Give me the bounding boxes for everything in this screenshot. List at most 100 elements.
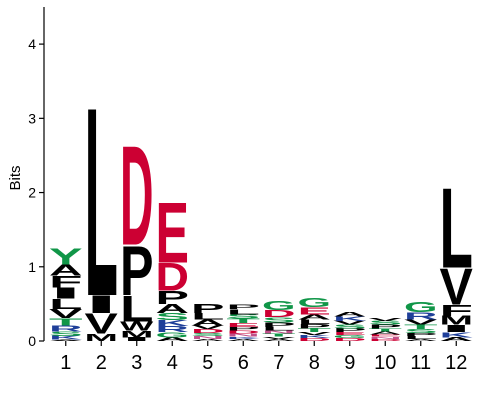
logo-letter-E: E [227, 322, 260, 328]
logo-letter-A: A [298, 313, 332, 321]
logo-letter-Y: Y [49, 245, 82, 270]
logo-letter-M: M [440, 314, 474, 328]
logo-letter-P: P [191, 302, 225, 316]
logo-letter-E: E [369, 334, 403, 337]
logo-letter-G: G [298, 295, 331, 309]
x-tick-label: 1 [60, 352, 71, 374]
logo-letter-V: V [85, 307, 118, 340]
logo-letter-A: A [191, 318, 224, 327]
logo-letter-M: M [85, 332, 119, 344]
x-tick-label: 9 [344, 352, 355, 374]
logo-letter-T: T [298, 328, 332, 334]
logo-letter-K: K [298, 334, 332, 339]
logo-letter-K: K [49, 335, 83, 341]
x-tick-label: 2 [96, 352, 107, 374]
logo-letter-E: E [156, 184, 189, 280]
logo-letter-G: G [404, 299, 438, 315]
logo-letter-D: D [191, 328, 225, 334]
x-tick-label: 8 [309, 352, 320, 374]
logo-letter-K: K [440, 331, 474, 339]
logo-letter-R: R [404, 311, 437, 322]
logo-letter-L: L [298, 319, 332, 326]
logo-letter-N: N [191, 335, 224, 340]
x-tick-label: 5 [202, 352, 213, 374]
logo-letter-P: P [404, 332, 437, 337]
logo-letter-K: K [156, 319, 189, 328]
logo-letter-N: N [227, 333, 260, 338]
logo-letter-F: F [440, 302, 474, 319]
y-axis-title: Bits [7, 165, 24, 190]
logo-letter-V: V [298, 331, 332, 336]
logo-letter-E: E [333, 331, 366, 336]
logo-letter-T: T [227, 318, 261, 325]
logo-letter-A: A [227, 338, 260, 342]
logo-letter-D: D [156, 256, 190, 300]
logo-letter-S: S [369, 320, 402, 326]
y-tick-label: 2 [28, 185, 36, 201]
logo-letter-V: V [440, 258, 473, 316]
logo-letter-K: K [333, 316, 367, 323]
logo-letter-L: L [404, 335, 437, 340]
x-tick-label: 11 [410, 352, 431, 374]
logo-letter-L: L [120, 288, 154, 329]
logo-letter-D: D [120, 117, 153, 276]
logo-letter-T: T [404, 324, 438, 331]
logo-letter-V: V [191, 324, 225, 330]
logo-letter-A: A [156, 336, 190, 342]
logo-letter-A: A [191, 338, 224, 342]
logo-letter-A: A [262, 338, 295, 342]
logo-letter-D: D [369, 338, 402, 342]
logo-letter-G: G [156, 331, 189, 339]
logo-letter-A: A [440, 336, 474, 342]
logo-letter-D: D [333, 337, 366, 342]
logo-letter-P: P [227, 304, 260, 311]
logo-letter-N: N [262, 330, 295, 335]
logo-letter-I: I [49, 285, 82, 302]
logo-letter-P: P [156, 288, 189, 309]
logo-letter-K: K [227, 336, 261, 340]
x-tick-label: 4 [167, 352, 178, 374]
logo-letter-E: E [298, 305, 332, 317]
logo-letter-I: I [120, 336, 153, 342]
logo-letter-D: D [262, 308, 295, 319]
logo-letter-T: T [262, 333, 296, 338]
logo-letter-I: I [440, 323, 473, 335]
logo-letter-R: R [49, 324, 82, 333]
logo-letter-T: T [369, 328, 403, 333]
logo-letter-D: D [227, 330, 260, 335]
y-tick-label: 1 [28, 259, 36, 275]
logo-letter-P: P [227, 326, 260, 332]
x-tick-label: 3 [131, 352, 142, 374]
x-tick-label: 6 [238, 352, 249, 374]
x-tick-label: 10 [374, 352, 396, 374]
logo-letter-S: S [404, 328, 437, 334]
logo-letter-P: P [262, 321, 295, 328]
logo-letter-P: P [369, 324, 402, 330]
logo-letter-P: P [333, 327, 366, 333]
logo-letter-V: V [333, 320, 367, 326]
logo-letter-V: V [369, 317, 403, 322]
logo-letter-F: F [49, 272, 83, 291]
logo-letter-M: M [120, 329, 153, 339]
logo-letter-L: L [49, 296, 82, 312]
logo-letter-P: P [298, 323, 331, 330]
logo-letter-A: A [369, 331, 402, 336]
x-tick-label: 7 [273, 352, 284, 374]
logo-letter-V: V [404, 318, 438, 326]
logo-letter-N: N [369, 336, 402, 340]
logo-letter-L: L [191, 311, 225, 321]
logo-letter-A: A [156, 302, 189, 316]
logo-letter-V: V [49, 307, 83, 321]
logo-letter-A: A [49, 262, 83, 279]
logo-letter-L: L [440, 164, 473, 291]
logo-letter-A: A [404, 338, 437, 342]
logo-letter-G: G [333, 334, 366, 339]
logo-letter-L: L [262, 326, 296, 332]
logo-letter-S: S [191, 332, 224, 337]
logo-letter-S: S [49, 330, 82, 337]
y-tick-label: 4 [28, 36, 36, 52]
logo-letter-T: T [49, 316, 83, 328]
